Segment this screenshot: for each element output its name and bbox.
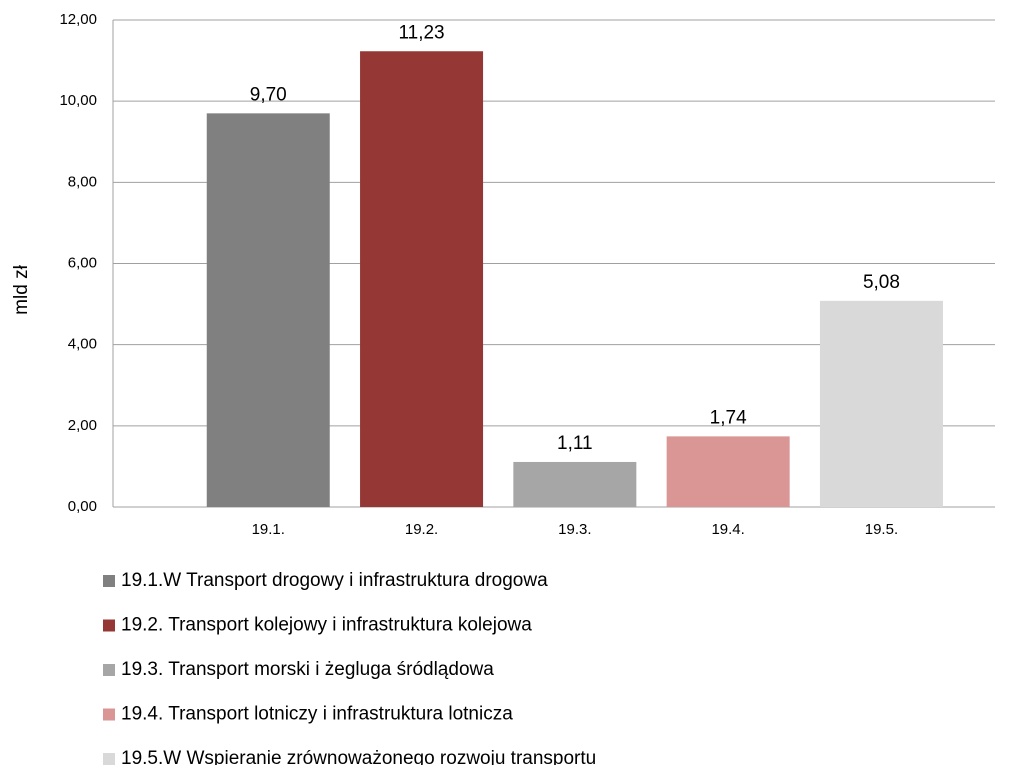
x-tick-label: 19.1. [252, 521, 285, 538]
value-label: 1,74 [710, 407, 747, 428]
value-label: 11,23 [398, 22, 444, 43]
x-tick-label: 19.5. [865, 521, 898, 538]
legend-swatch [103, 753, 115, 765]
y-tick-label: 0,00 [68, 498, 97, 515]
bar [360, 51, 484, 507]
y-tick-label: 6,00 [68, 254, 97, 271]
legend-label: 19.2. Transport kolejowy i infrastruktur… [121, 615, 532, 636]
x-tick-label: 19.2. [405, 521, 438, 538]
value-label: 1,11 [557, 433, 593, 454]
y-tick-label: 10,00 [59, 92, 97, 109]
bar [206, 113, 330, 507]
y-tick-label: 2,00 [68, 417, 97, 434]
value-label: 9,70 [250, 84, 287, 105]
bar [666, 436, 790, 507]
legend-label: 19.1.W Transport drogowy i infrastruktur… [121, 570, 548, 591]
value-label: 5,08 [863, 272, 900, 293]
y-tick-label: 4,00 [68, 336, 97, 353]
x-tick-label: 19.3. [558, 521, 591, 538]
x-tick-label: 19.4. [711, 521, 744, 538]
bar [513, 461, 637, 507]
legend-label: 19.3. Transport morski i żegluga śródląd… [121, 659, 494, 680]
y-tick-label: 12,00 [59, 11, 97, 28]
legend-swatch [103, 708, 115, 721]
legend-label: 19.4. Transport lotniczy i infrastruktur… [121, 704, 513, 725]
y-axis-label: mld zł [11, 264, 32, 314]
legend-label: 19.5.W Wspieranie zrównoważonego rozwoju… [121, 748, 596, 765]
bar [819, 300, 943, 507]
legend-swatch [103, 664, 115, 676]
legend-swatch [103, 619, 115, 632]
y-tick-label: 8,00 [68, 173, 97, 190]
legend-swatch [103, 575, 115, 587]
